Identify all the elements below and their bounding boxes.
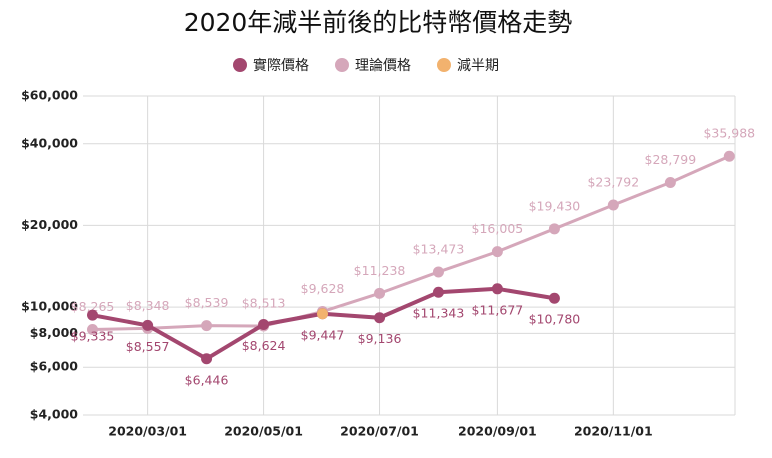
legend: 實際價格 理論價格 減半期 — [233, 57, 499, 74]
data-point — [491, 283, 503, 295]
data-label: $8,557 — [126, 339, 170, 354]
data-label: $8,539 — [185, 295, 229, 310]
data-point — [723, 150, 735, 162]
y-tick-label: $10,000 — [21, 299, 78, 314]
y-tick-label: $8,000 — [30, 325, 79, 340]
data-point — [87, 309, 99, 321]
data-label: $11,677 — [472, 302, 524, 317]
x-tick-label: 2020/05/01 — [224, 424, 303, 439]
legend-label: 理論價格 — [355, 57, 411, 74]
data-point — [258, 319, 270, 331]
data-label: $9,628 — [301, 281, 345, 296]
data-label: $9,136 — [358, 331, 402, 346]
legend-label: 實際價格 — [253, 57, 309, 74]
legend-marker — [335, 58, 349, 72]
data-point — [142, 319, 154, 331]
data-point — [664, 176, 676, 188]
chart-title: 2020年減半前後的比特幣價格走勢 — [184, 8, 573, 37]
data-label: $8,624 — [242, 338, 286, 353]
data-point — [201, 353, 213, 365]
data-point — [548, 292, 560, 304]
data-label: $8,265 — [71, 299, 115, 314]
data-label: $9,335 — [71, 329, 115, 344]
data-label: $9,447 — [301, 327, 345, 342]
data-point — [87, 324, 99, 336]
data-label: $10,780 — [529, 312, 581, 327]
data-label: $11,238 — [354, 263, 406, 278]
data-label: $35,988 — [703, 126, 755, 141]
x-tick-label: 2020/07/01 — [340, 424, 419, 439]
data-point — [607, 199, 619, 211]
y-tick-label: $40,000 — [21, 135, 78, 150]
y-tick-label: $20,000 — [21, 217, 78, 232]
y-tick-label: $4,000 — [30, 407, 79, 422]
legend-label: 減半期 — [457, 57, 499, 74]
y-tick-label: $60,000 — [21, 88, 78, 103]
data-label: $6,446 — [185, 372, 229, 387]
data-point — [432, 286, 444, 298]
data-point — [374, 312, 386, 324]
data-label: $8,513 — [242, 296, 286, 311]
data-label: $11,343 — [413, 306, 465, 321]
data-point — [548, 223, 560, 235]
data-label: $13,473 — [413, 241, 465, 256]
data-point — [491, 246, 503, 258]
x-tick-label: 2020/09/01 — [458, 424, 537, 439]
data-point — [432, 266, 444, 278]
legend-marker — [437, 58, 451, 72]
data-label: $23,792 — [587, 174, 639, 189]
y-tick-label: $6,000 — [30, 359, 79, 374]
data-point — [201, 320, 213, 332]
data-label: $19,430 — [529, 198, 581, 213]
x-tick-label: 2020/03/01 — [108, 424, 187, 439]
x-tick-label: 2020/11/01 — [574, 424, 653, 439]
legend-marker — [233, 58, 247, 72]
data-label: $28,799 — [645, 152, 697, 167]
series-line — [92, 154, 730, 332]
data-label: $8,348 — [126, 298, 170, 313]
data-point — [317, 308, 329, 320]
data-label: $16,005 — [472, 221, 524, 236]
data-point — [374, 287, 386, 299]
